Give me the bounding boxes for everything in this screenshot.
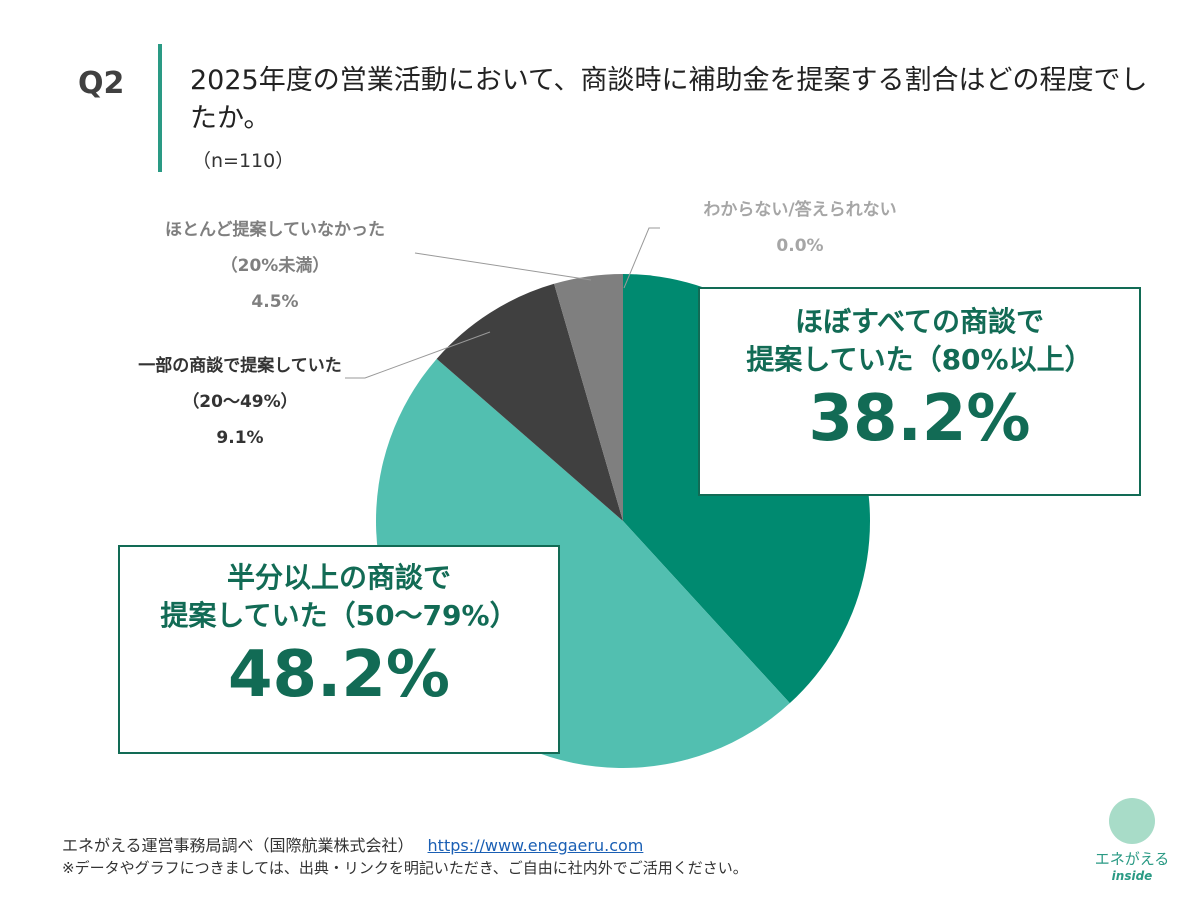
label-rarely: ほとんど提案していなかった （20%未満） 4.5% [110,212,440,320]
source-text: エネがえる運営事務局調べ（国際航業株式会社） [62,836,414,855]
usage-note: ※データやグラフにつきましては、出典・リンクを明記いただき、ご自由に社内外でご活… [62,859,748,877]
label-wrap: 半分以上の商談で提案していた（50〜79%） [149,559,529,635]
question-number: Q2 [78,66,125,101]
pie-slice-2 [436,283,623,521]
label-text: 半分以上の商談で提案していた（50〜79%） [160,561,518,632]
page-title: 2025年度の営業活動において、商談時に補助金を提案する割合はどの程度でしたか。 [190,65,1148,134]
label-dont-know: わからない/答えられない 0.0% [640,192,960,264]
callout-all: ほぼすべての商談で 提案していた（80%以上） 38.2% [698,287,1141,496]
label-text: 一部の商談で提案していた（20〜49%） [138,356,342,412]
label-text: ほとんど提案していなかった [165,220,385,240]
sample-size: （n=110） [192,150,295,172]
title-divider [158,44,162,172]
pie-slice-3 [554,274,623,521]
logo-icon [1109,798,1155,844]
logo: エネがえる inside [1092,798,1172,883]
label-text: わからない/答えられない [703,200,897,220]
data-label: 38.2% [808,382,1031,456]
label-text: （20%未満） [220,256,330,276]
label-some: 一部の商談で提案していた（20〜49%） 9.1% [80,348,400,456]
data-label: 4.5% [251,292,299,312]
data-label: 9.1% [216,428,264,448]
data-label: 0.0% [776,236,824,256]
leader-line-dont-know [623,227,660,289]
logo-name: エネがえる [1094,850,1170,868]
data-label: 48.2% [227,638,451,712]
logo-sub: inside [1111,869,1153,883]
leader-line-rarely [414,252,592,281]
source-link[interactable]: https://www.enegaeru.com [427,836,644,855]
leader-line-some [345,331,491,379]
source-line: エネがえる運営事務局調べ（国際航業株式会社） https://www.enegae… [62,832,643,856]
callout-half: 半分以上の商談で提案していた（50〜79%） 48.2% [118,545,560,754]
label-text: 提案していた（80%以上） [746,343,1093,376]
label-text: ほぼすべての商談で [795,305,1044,338]
